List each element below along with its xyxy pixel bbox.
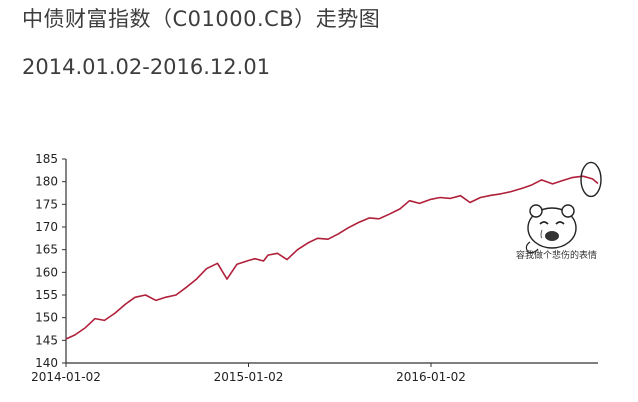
highlight-circle [580, 161, 602, 198]
y-tick-label: 180 [35, 175, 58, 189]
x-axis-ticks: 2014-01-02 2015-01-02 2016-01-02 [31, 363, 466, 384]
bear-ear-left [529, 204, 543, 218]
y-tick-label: 185 [35, 152, 58, 166]
sticker-caption: 容我做个悲伤的表情 [516, 249, 597, 261]
y-tick-label: 160 [35, 265, 58, 279]
bear-head-shape [527, 207, 577, 249]
bear-eye-right [555, 221, 565, 225]
chart-title: 中债财富指数（C01000.CB）走势图 [22, 7, 381, 31]
bear-eye-left [539, 221, 549, 225]
x-tick-label: 2016-01-02 [396, 370, 466, 384]
bear-tear [540, 229, 543, 239]
y-tick-label: 165 [35, 243, 58, 257]
y-tick-label: 175 [35, 197, 58, 211]
x-tick-label: 2015-01-02 [214, 370, 284, 384]
series-group [65, 175, 599, 340]
chart-subtitle: 2014.01.02-2016.12.01 [22, 55, 271, 79]
bear-paw [525, 241, 539, 254]
annotation-group [580, 161, 602, 198]
y-tick-label: 140 [35, 356, 58, 370]
y-axis-ticks: 140 145 150 155 160 165 170 175 180 185 [35, 152, 66, 370]
y-tick-label: 170 [35, 220, 58, 234]
sad-bear-sticker: 容我做个悲伤的表情 [516, 204, 597, 261]
bear-ear-right [561, 204, 575, 218]
chart-axes [65, 159, 598, 364]
y-tick-label: 145 [35, 333, 58, 347]
y-tick-label: 155 [35, 288, 58, 302]
series-line [65, 175, 599, 340]
x-tick-label: 2014-01-02 [31, 370, 101, 384]
y-tick-label: 150 [35, 311, 58, 325]
bear-mouth [545, 231, 559, 241]
